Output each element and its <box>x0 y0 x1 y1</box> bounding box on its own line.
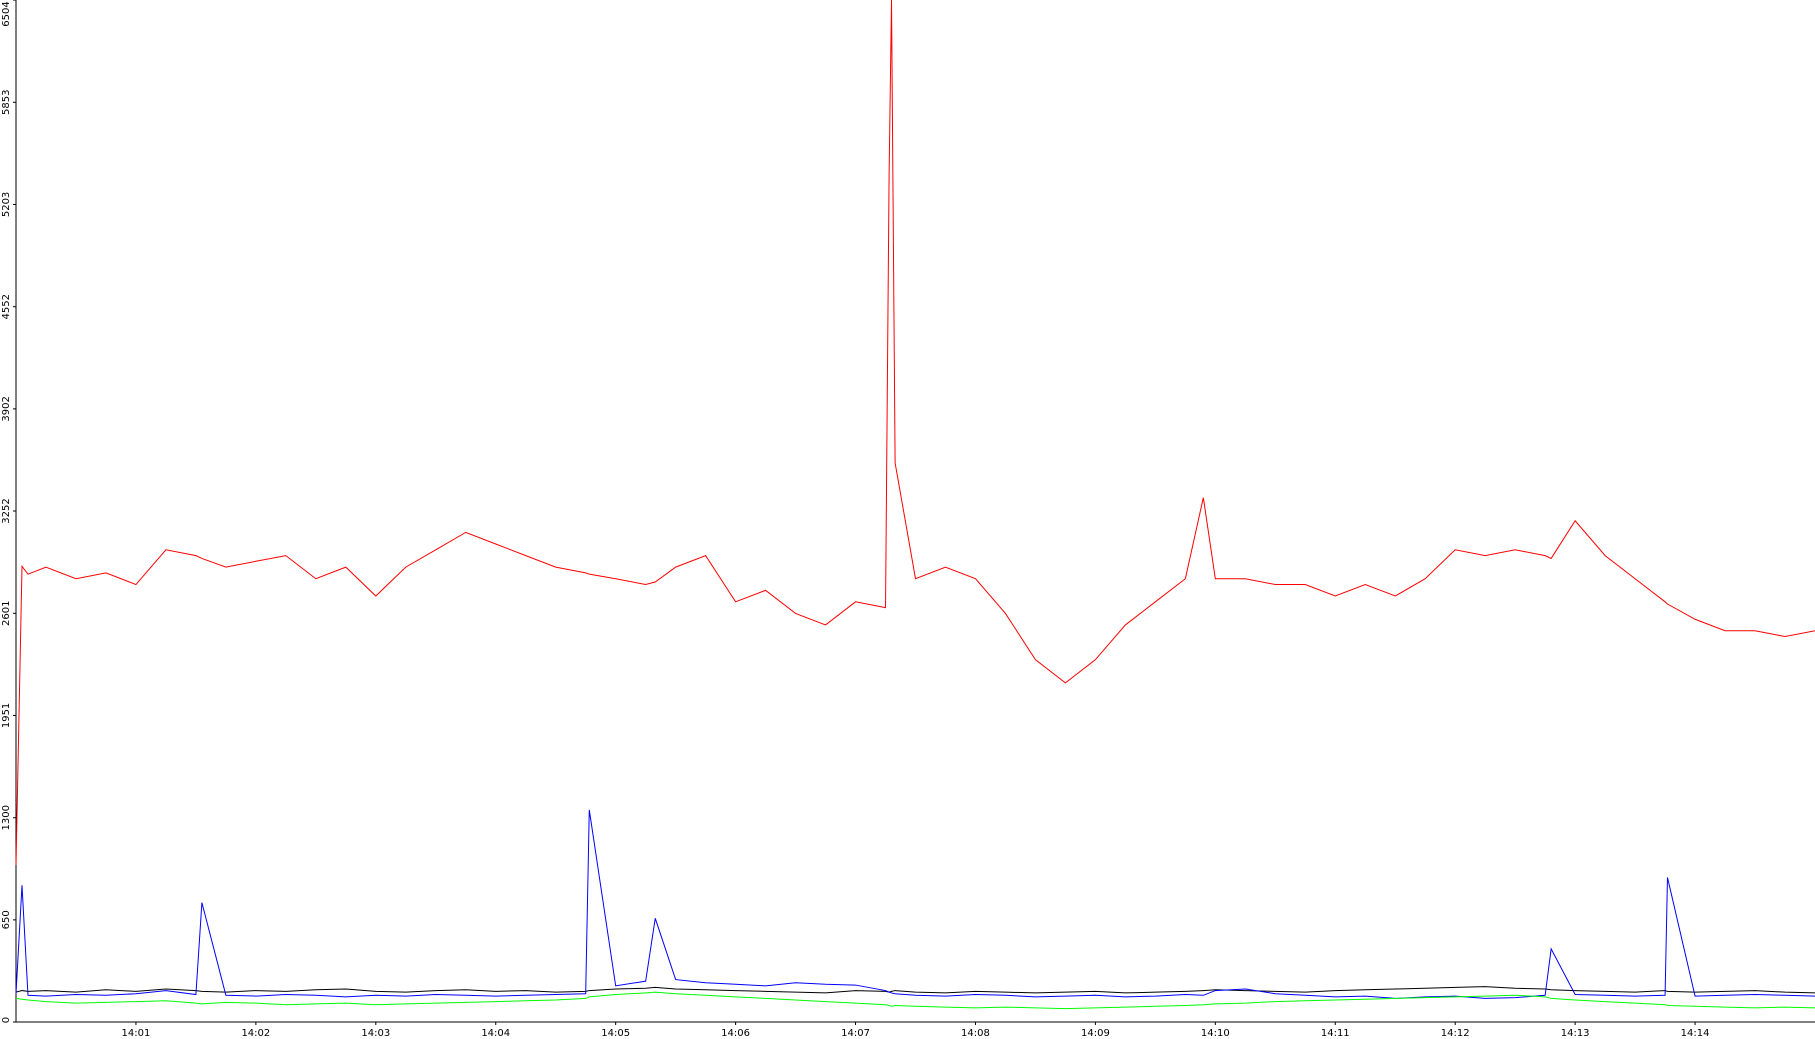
x-tick-label: 14:07 <box>841 1028 870 1039</box>
x-tick-label: 14:14 <box>1681 1028 1710 1039</box>
y-tick-label: 5853 <box>1 90 12 115</box>
line-series <box>15 986 1815 994</box>
line-series <box>15 0 1815 865</box>
y-tick-label: 6504 <box>1 1 12 26</box>
y-tick-label: 650 <box>1 910 12 929</box>
x-tick-label: 14:13 <box>1561 1028 1590 1039</box>
y-tick-label: 3902 <box>1 396 12 421</box>
x-tick-label: 14:04 <box>481 1028 510 1039</box>
line-series <box>15 809 1815 999</box>
x-tick-label: 14:05 <box>601 1028 630 1039</box>
x-tick-label: 14:11 <box>1321 1028 1350 1039</box>
y-tick-label: 3252 <box>1 498 12 523</box>
x-tick-label: 14:12 <box>1441 1028 1470 1039</box>
x-tick-label: 14:06 <box>721 1028 750 1039</box>
x-tick-label: 14:03 <box>361 1028 390 1039</box>
x-tick-label: 14:08 <box>961 1028 990 1039</box>
y-tick-label: 1300 <box>1 805 12 830</box>
x-tick-label: 14:09 <box>1081 1028 1110 1039</box>
x-tick-label: 14:10 <box>1201 1028 1230 1039</box>
line-series <box>15 991 1815 1010</box>
y-tick-label: 4552 <box>1 294 12 319</box>
x-tick-label: 14:01 <box>122 1028 151 1039</box>
x-tick-label: 14:02 <box>241 1028 270 1039</box>
y-tick-label: 0 <box>1 1017 12 1023</box>
y-tick-label: 5203 <box>1 192 12 217</box>
y-tick-label: 2601 <box>1 601 12 626</box>
y-tick-label: 1951 <box>1 703 12 728</box>
